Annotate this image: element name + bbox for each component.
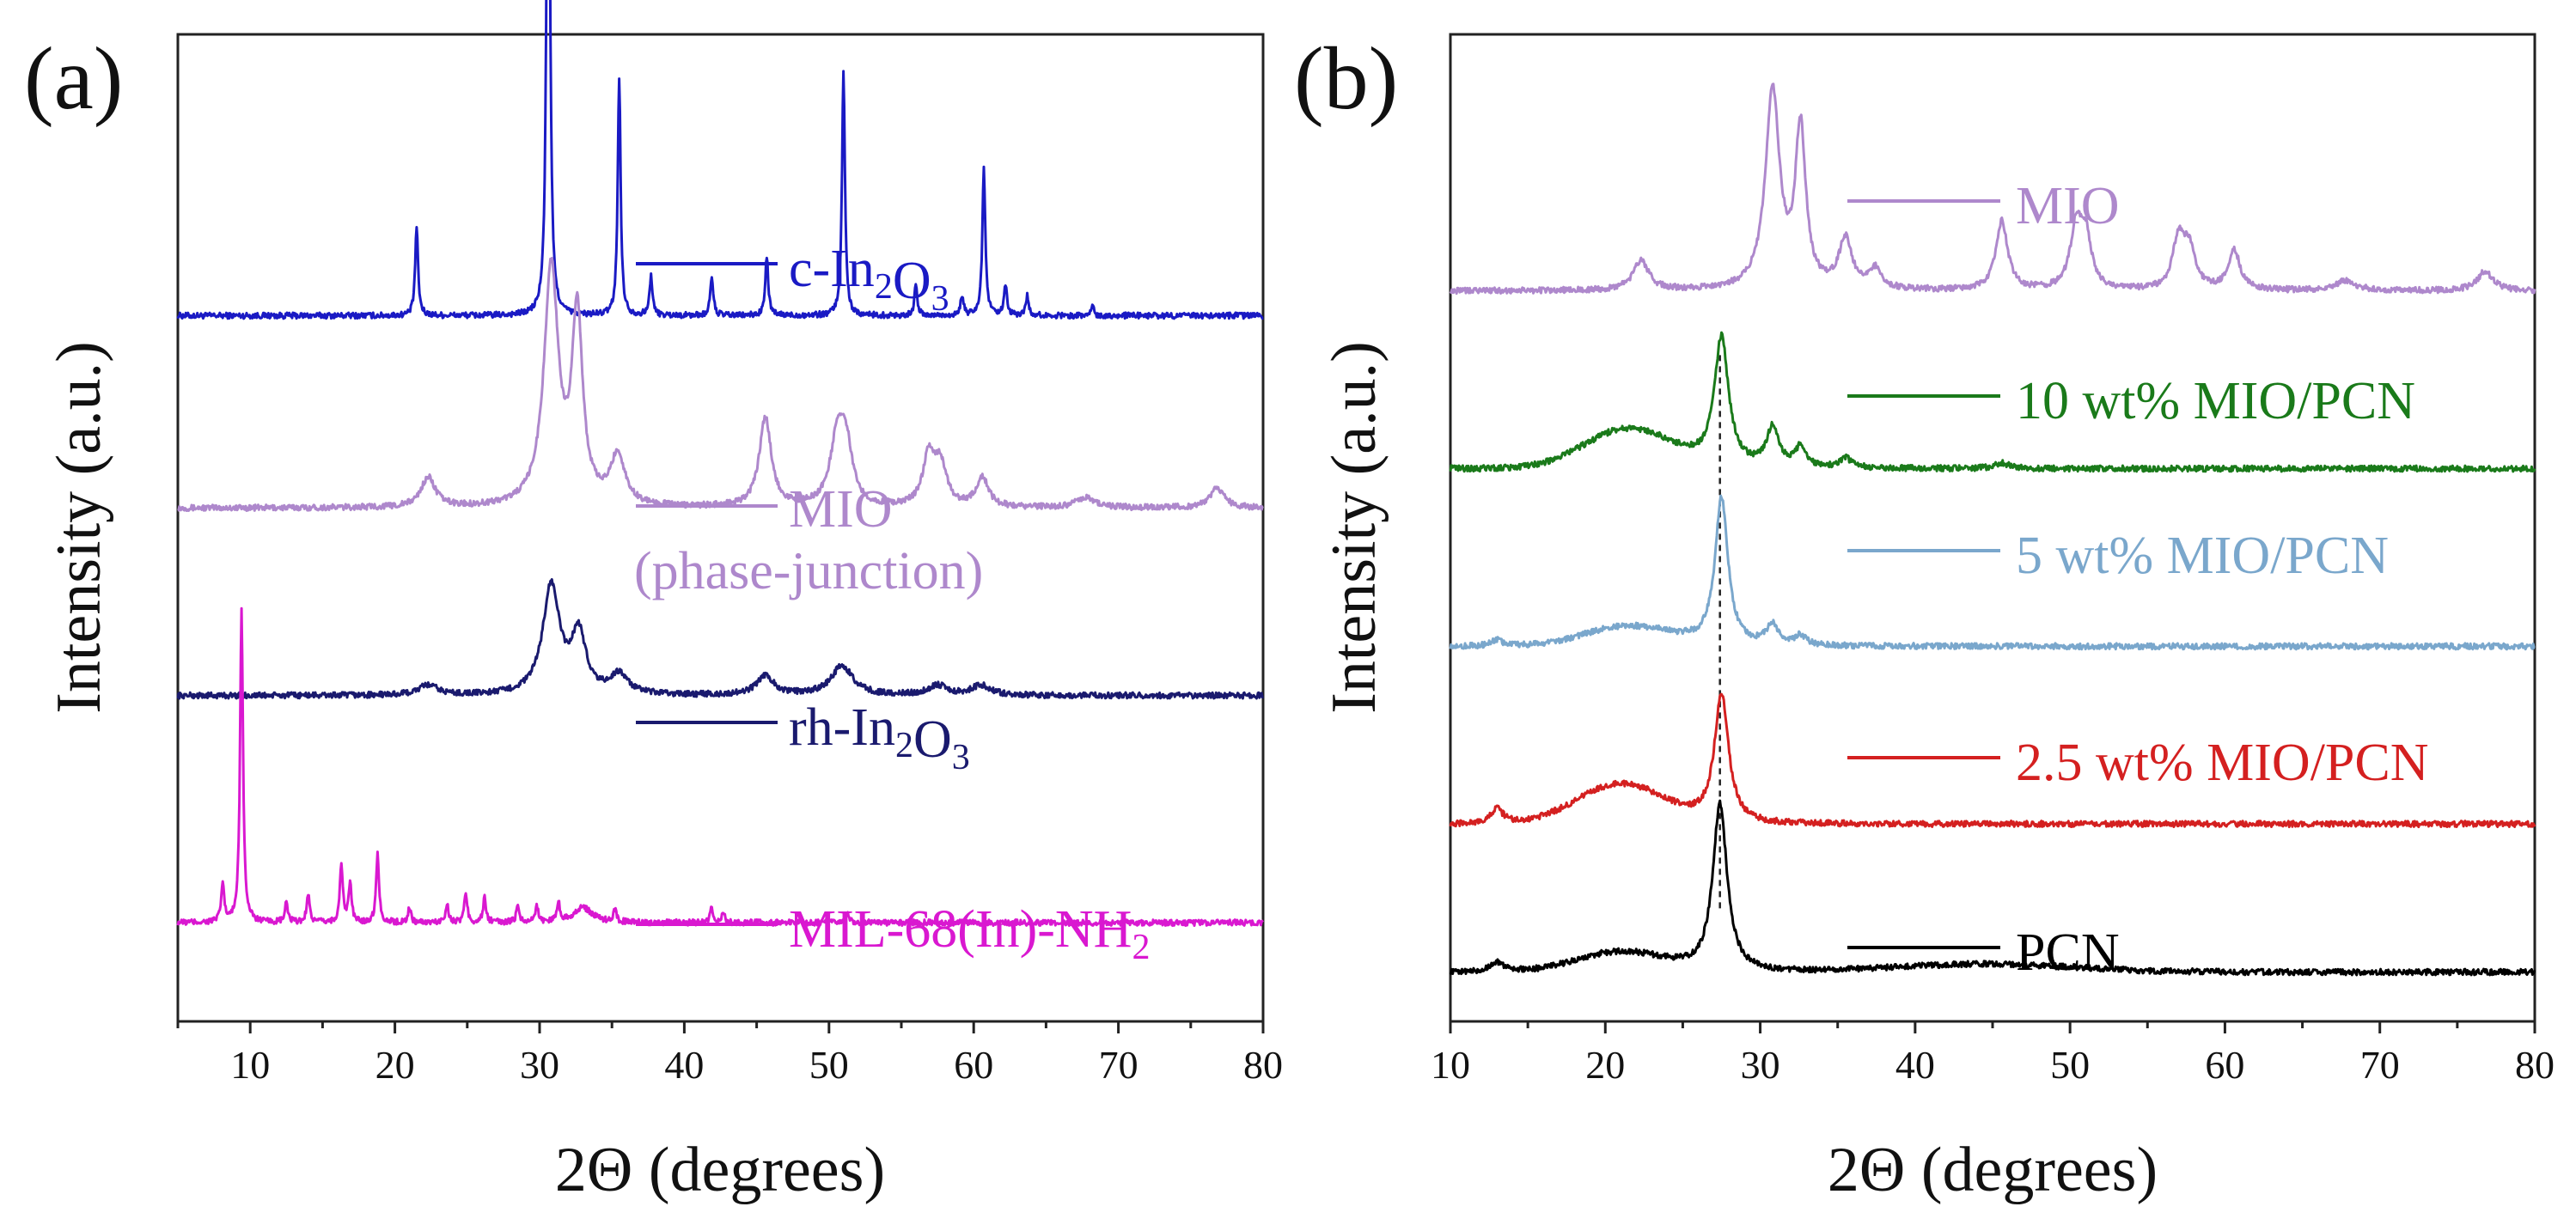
panel-a-x-tick-label: 60 bbox=[954, 1043, 993, 1087]
panel-a-x-axis: 10 20 30 40 50 60 70 80 bbox=[176, 1021, 1283, 1087]
panel-b-legend-label-pcn: PCN bbox=[2016, 923, 2120, 982]
panel-b-legend: MIO 10 wt% MIO/PCN 5 wt% MIO/PCN 2.5 wt% MI… bbox=[1847, 177, 2429, 982]
panel-b-x-axis: 10 20 30 40 50 60 70 80 bbox=[1431, 1021, 2555, 1087]
panel-a-label: (a) bbox=[24, 29, 123, 128]
panel-a-x-tick-label: 20 bbox=[375, 1043, 415, 1087]
panel-a-x-tick-label: 80 bbox=[1243, 1043, 1283, 1087]
panel-a-legend-label-mio-phase-junction: MIO bbox=[789, 480, 893, 539]
panel-b-x-tick-label: 40 bbox=[1895, 1043, 1935, 1087]
panel-a-x-tick-label: 10 bbox=[230, 1043, 270, 1087]
panel-b-legend-label-2-5-wt-mio-pcn: 2.5 wt% MIO/PCN bbox=[2016, 734, 2429, 792]
panel-b-series-pcn bbox=[1449, 799, 2536, 977]
panel-a-y-label: Intensity (a.u.) bbox=[44, 341, 114, 714]
panel-b-x-tick-label: 50 bbox=[2050, 1043, 2090, 1087]
panel-a-frame bbox=[176, 33, 1265, 1023]
panel-a-legend-label-c-in2o3: c-In2O3 bbox=[789, 240, 949, 319]
panel-b-legend-label-5-wt-mio-pcn: 5 wt% MIO/PCN bbox=[2016, 527, 2389, 585]
panel-b-x-tick-label: 70 bbox=[2360, 1043, 2400, 1087]
panel-b-legend-label-mio: MIO bbox=[2016, 177, 2120, 235]
panel-a: (a) c-In2O3 MIO(phase-junction) rh-In2O3 MI… bbox=[24, 0, 1283, 1205]
panel-a-x-tick-label: 40 bbox=[664, 1043, 704, 1087]
panel-b-y-label: Intensity (a.u.) bbox=[1319, 341, 1389, 714]
panel-b: (b) MIO 10 wt% MIO/PCN 5 wt% MIO/PCN 2.5 wt… bbox=[1294, 29, 2555, 1205]
panel-b-series-5-wt-mio-pcn bbox=[1449, 494, 2536, 651]
panel-b-label: (b) bbox=[1294, 29, 1398, 128]
panel-a-legend-label-rh-in2o3: rh-In2O3 bbox=[789, 698, 970, 777]
panel-a-x-tick-label: 50 bbox=[809, 1043, 849, 1087]
panel-a-legend-label-line2: (phase-junction) bbox=[634, 542, 983, 600]
panel-b-x-tick-label: 10 bbox=[1431, 1043, 1470, 1087]
panel-a-x-label: 2Θ (degrees) bbox=[555, 1135, 885, 1205]
panel-a-series bbox=[176, 0, 1264, 927]
panel-a-series-mio-phase-junction bbox=[177, 257, 1264, 512]
panel-b-x-tick-label: 20 bbox=[1585, 1043, 1625, 1087]
panel-a-legend: c-In2O3 MIO(phase-junction) rh-In2O3 MIL-68… bbox=[634, 240, 1150, 967]
panel-a-x-tick-label: 30 bbox=[520, 1043, 559, 1087]
panel-a-series-mil-68-in-nh2 bbox=[176, 606, 1264, 927]
panel-b-series bbox=[1449, 82, 2536, 977]
panel-b-x-tick-label: 80 bbox=[2515, 1043, 2555, 1087]
panel-a-x-tick-label: 70 bbox=[1099, 1043, 1138, 1087]
panel-b-x-label: 2Θ (degrees) bbox=[1828, 1135, 2158, 1205]
panel-b-legend-label-10-wt-mio-pcn: 10 wt% MIO/PCN bbox=[2016, 372, 2415, 430]
panel-b-x-tick-label: 30 bbox=[1741, 1043, 1780, 1087]
panel-a-legend-label-mil-68-in-nh2: MIL-68(In)-NH2 bbox=[789, 900, 1150, 967]
panel-a-series-c-in2o3 bbox=[176, 0, 1264, 320]
panel-b-series-mio bbox=[1449, 82, 2536, 296]
panel-b-series-10-wt-mio-pcn bbox=[1449, 331, 2536, 473]
panel-a-series-rh-in2o3 bbox=[176, 578, 1264, 700]
panel-b-series-2-5-wt-mio-pcn bbox=[1449, 692, 2536, 829]
panel-b-x-tick-label: 60 bbox=[2205, 1043, 2244, 1087]
